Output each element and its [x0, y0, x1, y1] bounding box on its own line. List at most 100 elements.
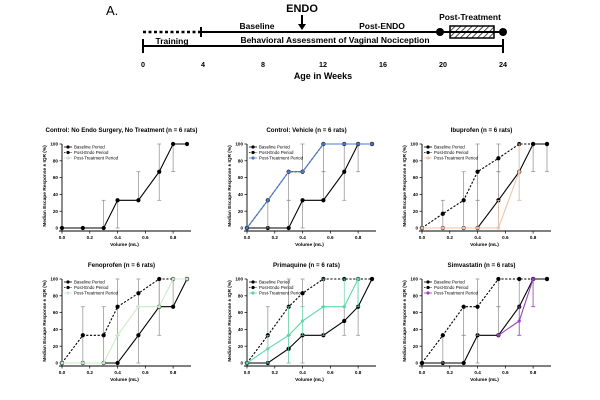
baseline-label: Baseline	[240, 21, 275, 31]
x-axis-title: Volume (mL)	[295, 377, 324, 383]
x-tick-label: 0.6	[142, 235, 149, 240]
y-tick-label: 0	[240, 361, 243, 366]
data-point	[342, 305, 346, 309]
y-tick-label: 40	[238, 192, 244, 197]
data-point	[300, 170, 305, 174]
y-tick-label: 60	[53, 175, 59, 180]
section-a-label: A.	[106, 3, 118, 18]
y-tick-label: 100	[50, 277, 58, 282]
x-tick-label: 0.4	[474, 235, 481, 240]
y-tick-label: 100	[235, 142, 243, 147]
timeline-ticks: 0 4 8 12 16 20 24	[141, 60, 507, 69]
y-tick-label: 40	[413, 327, 419, 332]
data-point	[544, 141, 550, 147]
timeline-axis-title: Age in Weeks	[294, 71, 352, 81]
legend-swatch-marker	[66, 156, 70, 160]
legend-swatch-marker	[251, 150, 255, 155]
chart-title: Control: Vehicle (n = 6 rats)	[266, 127, 346, 134]
legend-label: Baseline Period	[259, 280, 290, 285]
x-axis-title: Volume (mL)	[470, 242, 499, 248]
legend-label: Post-Endo Period	[434, 150, 469, 155]
chart-title: Simvastatin (n = 6 rats)	[448, 262, 516, 269]
y-tick-label: 20	[238, 344, 244, 349]
x-tick-label: 0.2	[447, 235, 454, 240]
y-axis-title: Median Escape Response ± IQR (%)	[42, 280, 48, 362]
x-tick-label: 0.8	[530, 370, 537, 375]
data-point	[115, 360, 120, 366]
chart-title: Fenoprofen (n = 6 rats)	[88, 262, 155, 269]
y-tick-label: 60	[413, 175, 419, 180]
data-point	[300, 198, 305, 203]
chart-title: Primaquine (n = 6 rats)	[273, 262, 340, 269]
data-point	[185, 277, 189, 281]
data-point	[321, 305, 325, 309]
legend-label: Baseline Period	[259, 145, 290, 150]
y-tick-label: 100	[50, 142, 58, 147]
timeline-tick-label: 12	[319, 60, 327, 69]
x-tick-label: 0.2	[447, 370, 454, 375]
legend-label: Post-Endo Period	[74, 285, 109, 290]
x-tick-label: 0.0	[419, 370, 426, 375]
timeline-tick-label: 8	[261, 60, 265, 69]
y-tick-label: 60	[53, 310, 59, 315]
chart-title: Ibuprofen (n = 6 rats)	[451, 127, 513, 134]
x-tick-label: 0.4	[299, 235, 306, 240]
y-tick-label: 80	[238, 293, 244, 298]
y-tick-label: 0	[55, 361, 58, 366]
y-tick-label: 20	[413, 344, 419, 349]
x-tick-label: 0.2	[272, 370, 279, 375]
data-point	[102, 361, 106, 365]
post-treatment-label: Post-Treatment	[439, 12, 501, 22]
x-tick-label: 0.6	[142, 370, 149, 375]
y-tick-label: 100	[410, 142, 418, 147]
y-tick-label: 60	[413, 310, 419, 315]
behavioral-label: Behavioral Assessment of Vaginal Nocicep…	[240, 35, 429, 45]
legend-label: Baseline Period	[434, 145, 465, 150]
data-point	[461, 360, 466, 366]
chart-panel-4: Fenoprofen (n = 6 rats) 0 20 40 60 80 100 0.0 0.…	[42, 262, 191, 383]
y-tick-label: 100	[235, 277, 243, 282]
data-point	[356, 277, 360, 281]
series-line-solid	[247, 143, 372, 229]
y-tick-label: 40	[53, 192, 59, 197]
y-tick-label: 20	[238, 209, 244, 214]
series-line-solid	[422, 278, 547, 364]
y-tick-label: 0	[240, 226, 243, 231]
y-tick-label: 40	[238, 327, 244, 332]
y-axis-title: Median Escape Response ± IQR (%)	[402, 145, 408, 227]
y-tick-label: 0	[415, 226, 418, 231]
y-tick-label: 20	[53, 344, 59, 349]
series-line-solid	[62, 143, 187, 229]
data-point	[245, 226, 249, 230]
x-tick-label: 0.6	[327, 235, 334, 240]
x-tick-label: 0.0	[59, 235, 66, 240]
y-axis-title: Median Escape Response ± IQR (%)	[42, 145, 48, 227]
y-tick-label: 0	[415, 361, 418, 366]
data-point	[370, 142, 374, 146]
timeline-tick-label: 0	[141, 60, 145, 69]
data-point	[475, 226, 480, 230]
timeline-tick-label: 16	[379, 60, 387, 69]
legend-swatch-marker	[66, 145, 70, 149]
post-endo-label: Post-ENDO	[359, 21, 405, 31]
data-point	[266, 198, 270, 202]
x-tick-label: 0.0	[244, 370, 251, 375]
data-point	[59, 225, 65, 231]
y-tick-label: 80	[238, 158, 244, 163]
legend-swatch-marker	[426, 145, 430, 149]
y-tick-label: 20	[53, 209, 59, 214]
timeline-dot-right	[499, 28, 507, 36]
data-point	[517, 170, 521, 174]
legend-swatch-marker	[426, 291, 430, 295]
y-tick-label: 80	[413, 293, 419, 298]
x-tick-label: 0.0	[244, 235, 251, 240]
data-point	[356, 142, 360, 146]
x-tick-label: 0.8	[530, 235, 537, 240]
y-tick-label: 60	[238, 175, 244, 180]
data-point	[80, 333, 85, 338]
x-tick-label: 0.0	[59, 370, 66, 375]
x-axis-title: Volume (mL)	[470, 377, 499, 383]
data-point	[342, 142, 346, 146]
training-label: Training	[155, 36, 188, 46]
data-point	[115, 198, 120, 203]
